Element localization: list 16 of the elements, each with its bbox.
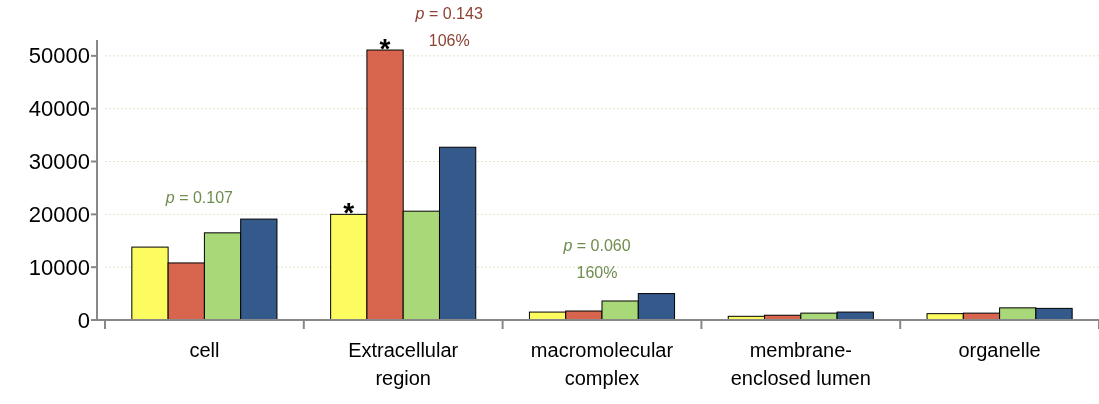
annotation: * xyxy=(379,33,391,65)
y-tick-label: 10000 xyxy=(28,254,90,280)
x-tick-label: macromolecular complex xyxy=(530,339,674,389)
y-tick-label: 0 xyxy=(77,307,90,333)
y-tick-label: 50000 xyxy=(28,43,90,69)
annotation: p = 0.107 xyxy=(164,189,234,207)
annotation: p = 0.143 106% xyxy=(414,5,483,50)
y-tick-label: 30000 xyxy=(28,149,90,175)
y-tick-label: 20000 xyxy=(28,201,90,227)
x-tick-label: cell xyxy=(189,339,220,361)
x-tick-label: Extracellular region xyxy=(348,339,459,389)
annotation: p = 0.060 160% xyxy=(562,236,631,281)
x-tick-label: organelle xyxy=(958,339,1041,361)
y-tick-label: 40000 xyxy=(28,96,90,122)
annotation: * xyxy=(343,197,355,229)
x-tick-label: membrane-enclosed lumen xyxy=(730,339,871,389)
